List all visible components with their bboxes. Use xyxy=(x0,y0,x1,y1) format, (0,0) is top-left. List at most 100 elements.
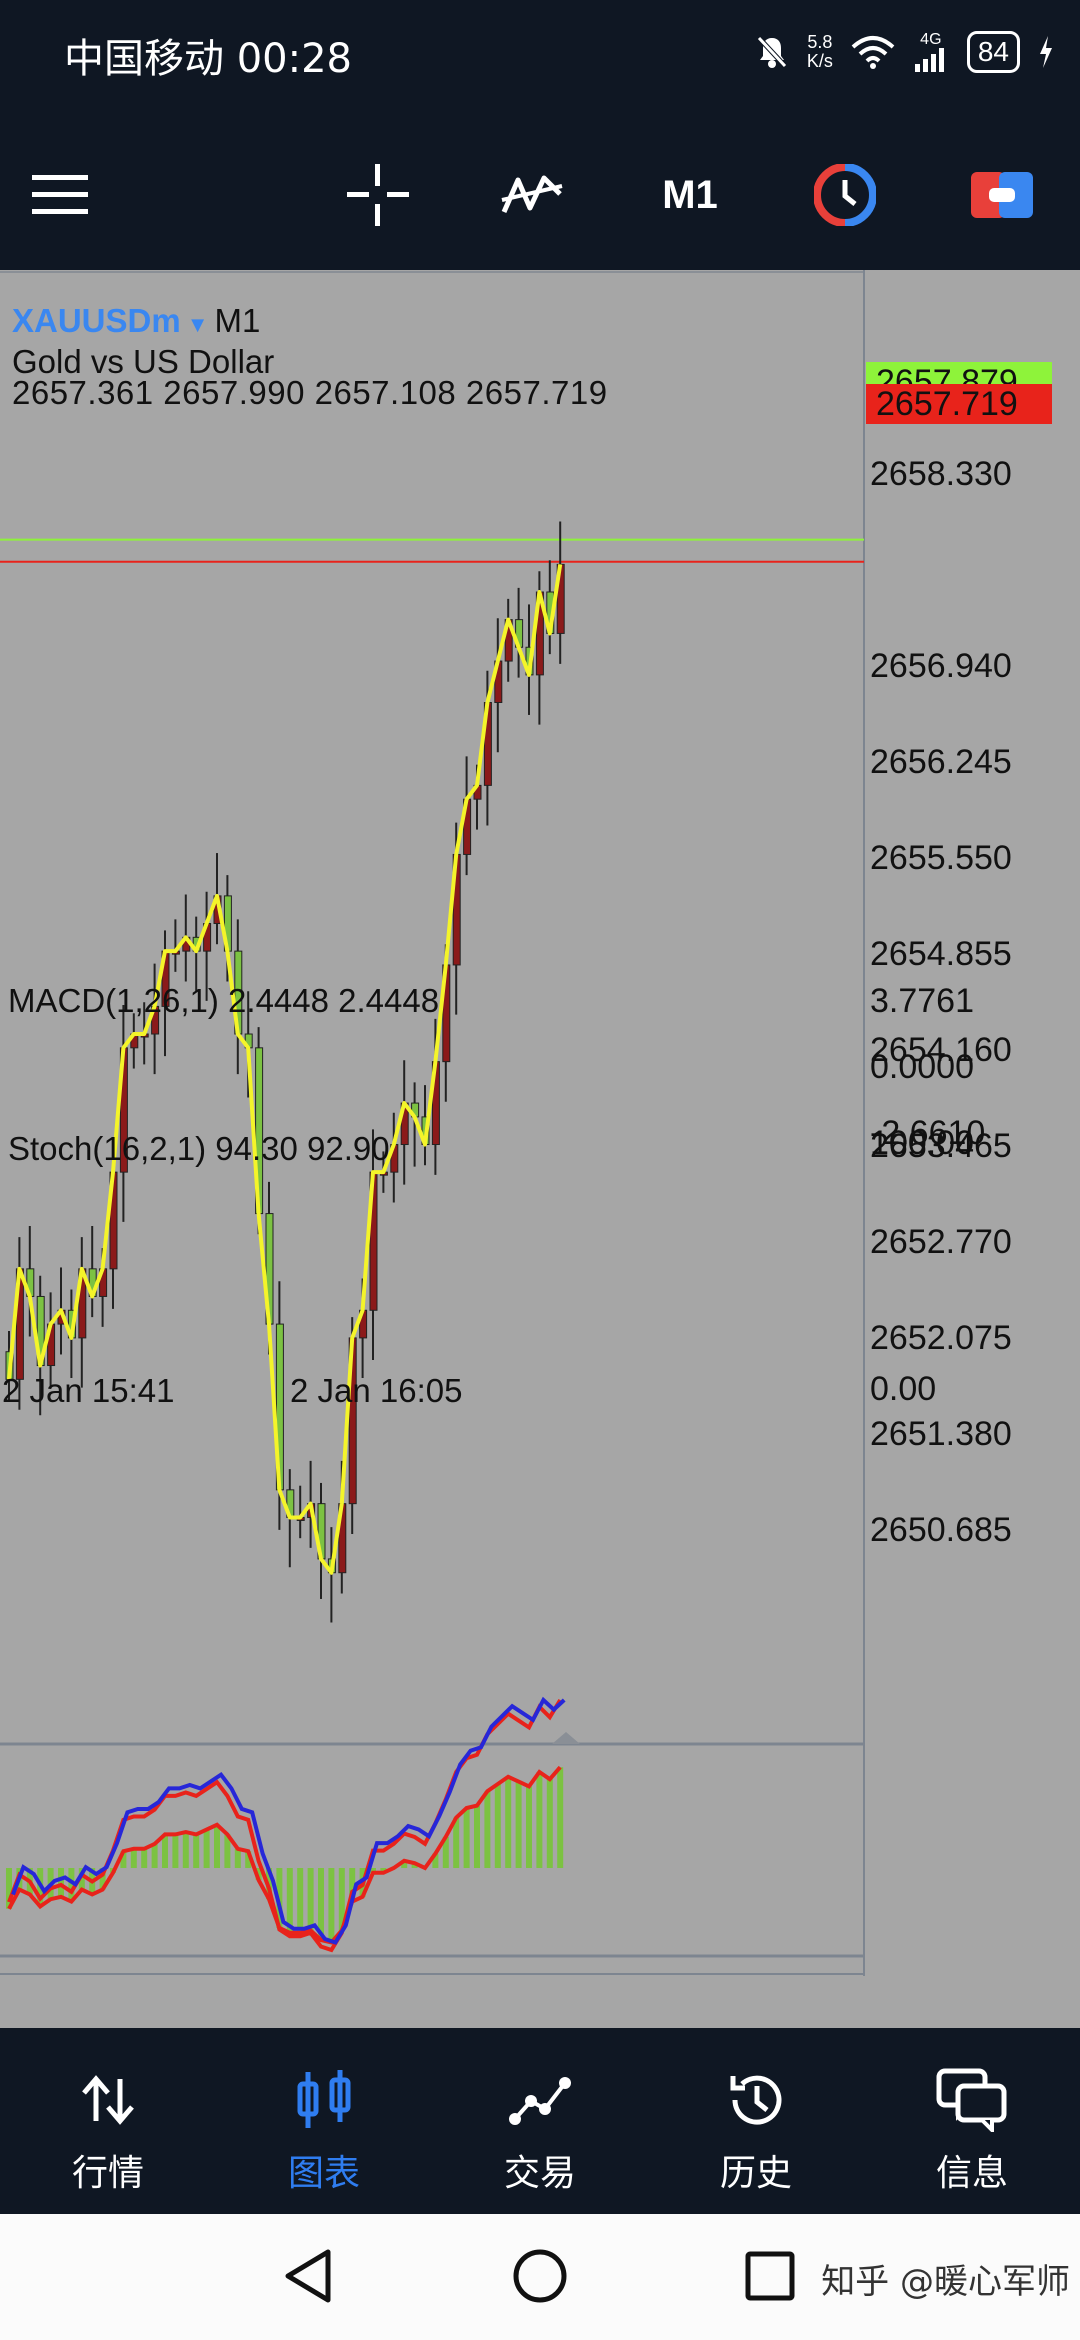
recents-icon[interactable] xyxy=(742,2246,798,2306)
time-label-start: 2 Jan 15:41 xyxy=(2,1372,175,1409)
macd-bar xyxy=(328,1868,335,1943)
macd-bar xyxy=(474,1805,480,1868)
home-icon[interactable] xyxy=(510,2246,570,2306)
price-label: 2651.380 xyxy=(870,1415,1012,1454)
moving-average-line xyxy=(7,564,563,1575)
bottom-navigation: 行情 图表 交易 历史 信息 xyxy=(0,2028,1080,2214)
signal-icon: 4G xyxy=(913,32,949,72)
price-label: 2650.685 xyxy=(870,1511,1012,1550)
battery-indicator: 84 xyxy=(966,31,1020,73)
macd-bar xyxy=(557,1767,564,1868)
symbol-header[interactable]: XAUUSDm ▼ M1 xyxy=(12,302,260,340)
macd-bar xyxy=(453,1817,460,1868)
macd-bar xyxy=(172,1834,179,1868)
macd-bar xyxy=(318,1868,324,1940)
macd-bar xyxy=(297,1868,304,1933)
indicators-icon xyxy=(501,175,563,214)
macd-bar xyxy=(78,1868,85,1890)
price-label: 2658.330 xyxy=(870,455,1012,494)
macd-bar xyxy=(6,1868,12,1909)
nav-history[interactable]: 历史 xyxy=(648,2028,864,2214)
status-icons: 5.8 K/s 4G 84 xyxy=(755,24,1054,80)
charging-icon xyxy=(1040,36,1052,68)
symbol-description: Gold vs US Dollar xyxy=(12,343,275,380)
macd-bar xyxy=(151,1844,158,1868)
quotes-icon xyxy=(82,2075,134,2125)
macd-bar xyxy=(193,1834,200,1868)
price-label: 2652.770 xyxy=(870,1223,1012,1262)
price-chart[interactable] xyxy=(0,270,1080,2028)
macd-bar xyxy=(286,1868,293,1933)
macd-bar xyxy=(401,1860,408,1868)
price-label: 2652.075 xyxy=(870,1319,1012,1358)
nav-chart[interactable]: 图表 xyxy=(216,2028,432,2214)
symbol-timeframe: M1 xyxy=(214,302,261,339)
clock-button[interactable] xyxy=(812,164,878,226)
nav-history-label: 历史 xyxy=(719,2153,792,2194)
macd-bar xyxy=(99,1868,106,1890)
macd-bar xyxy=(494,1784,501,1868)
nav-trade-label: 交易 xyxy=(503,2153,576,2194)
timeframe-button[interactable]: M1 xyxy=(650,165,730,225)
symbol-name[interactable]: XAUUSDm xyxy=(12,302,181,339)
macd-label: MACD(1,26,1) 2.4448 2.4448 xyxy=(8,982,440,1019)
stoch-signal-line xyxy=(11,1696,566,1945)
indicators-button[interactable] xyxy=(500,165,564,225)
price-label: 2656.245 xyxy=(870,743,1012,782)
nav-quotes-label: 行情 xyxy=(71,2153,144,2194)
carrier-time: 中国移动 00:28 xyxy=(64,36,352,82)
watermark: 知乎 @暖心军师 xyxy=(821,2262,1070,2302)
macd-bar xyxy=(255,1868,262,1880)
status-bar: 中国移动 00:28 5.8 K/s 4G 84 xyxy=(0,0,1080,105)
system-navigation: 知乎 @暖心军师 xyxy=(0,2214,1080,2340)
macd-bar xyxy=(349,1868,356,1902)
net-speed: 5.8 K/s xyxy=(806,32,833,71)
macd-bar xyxy=(130,1848,137,1868)
macd-bar xyxy=(546,1779,553,1868)
bid-price-badge: 2657.719 xyxy=(866,384,1052,424)
stoch-scale-top: 100.00 xyxy=(870,1124,974,1162)
crosshair-button[interactable] xyxy=(346,164,410,226)
macd-bar xyxy=(307,1868,314,1931)
macd-bar xyxy=(442,1836,449,1868)
symbol-dropdown-icon[interactable]: ▼ xyxy=(186,312,209,337)
trade-button[interactable] xyxy=(970,165,1034,225)
macd-bar xyxy=(203,1829,210,1868)
shift-marker xyxy=(552,1732,580,1744)
stoch-main-line xyxy=(7,1698,562,1953)
trade-icon xyxy=(971,172,1033,218)
ohlc-values: 2657.361 2657.990 2657.108 2657.719 xyxy=(12,374,608,411)
macd-bar xyxy=(68,1868,75,1902)
macd-scale-zero: 0.0000 xyxy=(870,1048,974,1086)
back-icon[interactable] xyxy=(280,2246,336,2306)
macd-bar xyxy=(411,1863,418,1868)
candle-body xyxy=(556,563,565,634)
mute-bell-icon xyxy=(756,36,787,68)
macd-scale-top: 3.7761 xyxy=(870,982,974,1020)
macd-bar xyxy=(463,1808,470,1868)
chart-area[interactable]: XAUUSDm ▼ M1 Gold vs US Dollar 2657.361 26… xyxy=(0,270,1080,2028)
price-label: 2656.940 xyxy=(870,647,1012,686)
price-label: 2654.160 xyxy=(870,1031,1012,1070)
macd-bar xyxy=(58,1868,64,1897)
nav-quotes[interactable]: 行情 xyxy=(0,2028,216,2214)
macd-bar xyxy=(182,1832,189,1868)
macd-bar xyxy=(370,1868,376,1873)
macd-scale-bottom: -2.6610 xyxy=(870,1114,986,1152)
macd-bar xyxy=(141,1848,148,1868)
stoch-scale-bottom: 0.00 xyxy=(870,1370,937,1408)
timeframe-label: M1 xyxy=(662,172,718,217)
menu-button[interactable] xyxy=(30,165,90,225)
nav-messages[interactable]: 信息 xyxy=(864,2028,1080,2214)
trade-nav-icon xyxy=(509,2077,571,2125)
macd-bar xyxy=(234,1848,241,1868)
clock-icon xyxy=(814,164,876,226)
nav-trade[interactable]: 交易 xyxy=(432,2028,648,2214)
macd-bar xyxy=(526,1786,532,1868)
menu-icon xyxy=(32,175,88,214)
crosshair-icon xyxy=(347,164,409,226)
nav-chart-label: 图表 xyxy=(287,2153,360,2194)
macd-bar xyxy=(224,1834,231,1868)
price-label: 2655.550 xyxy=(870,839,1012,878)
macd-bar xyxy=(120,1851,127,1868)
